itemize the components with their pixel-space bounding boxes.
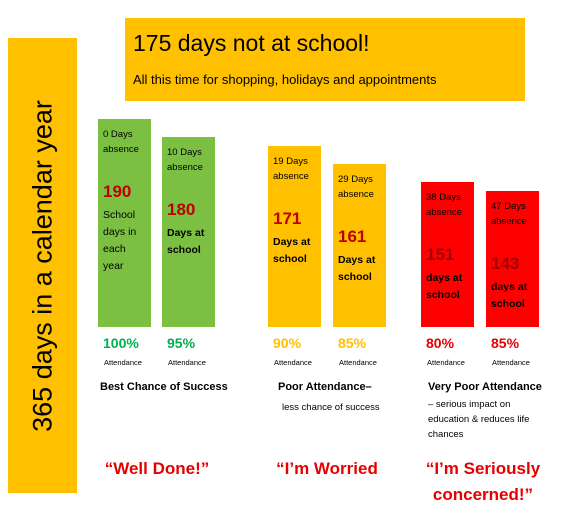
bar: 19 Days absence 171 Days at school [268,146,321,327]
attendance-label: Attendance [339,358,377,367]
quote: “I’m Worried [276,459,378,478]
days-text: days at school [491,281,528,310]
days-text: Days at school [273,236,311,265]
attendance-label: Attendance [274,358,312,367]
absence-text: 0 Days absence [103,129,139,155]
attendance-percent: 100% [103,335,139,351]
days-number: 190 [103,182,132,201]
attendance-percent: 85% [338,335,367,351]
days-text: School days in each year [103,209,137,272]
absence-text: 38 Days absence [426,192,462,218]
bar: 10 Days absence 180 Days at school [162,137,215,327]
days-number: 161 [338,227,367,246]
quote: “I’m Seriously concerned!” [425,459,541,504]
absence-text: 10 Days absence [167,147,203,173]
attendance-label: Attendance [492,358,530,367]
attendance-label: Attendance [104,358,142,367]
days-number: 180 [167,200,196,219]
title: 175 days not at school! [133,30,370,56]
days-text: Days at school [338,254,376,283]
absence-text: 29 Days absence [338,174,374,200]
attendance-percent: 85% [491,335,520,351]
attendance-label: Attendance [168,358,206,367]
days-text: Days at school [167,227,205,256]
group-caption: Poor Attendance– [278,381,372,393]
days-number: 171 [273,209,302,228]
quote: “Well Done!” [104,459,210,478]
group-caption: Best Chance of Success [100,381,228,393]
days-number: 143 [491,254,520,273]
attendance-percent: 80% [426,335,455,351]
side-label: 365 days in a calendar year [27,99,57,432]
subtitle: All this time for shopping, holidays and… [133,72,437,87]
attendance-label: Attendance [427,358,465,367]
bar: 47 Days absence 143 days at school [486,191,539,327]
side-panel: 365 days in a calendar year [8,38,77,493]
group-note: – serious impact on education & reduces … [428,399,530,440]
group-note: less chance of success [282,402,380,413]
days-text: days at school [426,272,463,301]
absence-text: 47 Days absence [491,201,527,227]
attendance-percent: 90% [273,335,302,351]
group-caption: Very Poor Attendance [428,381,542,393]
absence-text: 19 Days absence [273,156,309,182]
attendance-percent: 95% [167,335,196,351]
header: 175 days not at school! All this time fo… [125,18,525,101]
bar: 29 Days absence 161 Days at school [333,164,386,327]
days-number: 151 [426,245,455,264]
bar: 0 Days absence 190 School days in each yea… [98,119,151,327]
bar: 38 Days absence 151 days at school [421,182,474,327]
